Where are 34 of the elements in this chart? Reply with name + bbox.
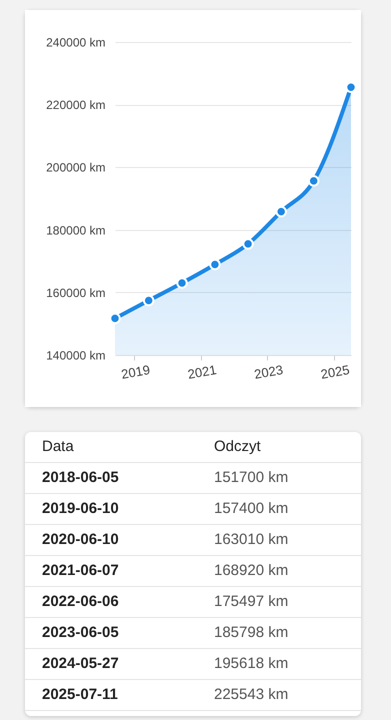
y-tick-label: 240000 km <box>46 36 106 50</box>
point <box>176 277 188 289</box>
point <box>209 258 221 270</box>
text: 168920 km <box>197 555 361 586</box>
x-tick-label: 2023 <box>252 362 284 382</box>
text: Data <box>25 432 197 462</box>
x-tick-label: 2019 <box>120 362 152 382</box>
text: 185798 km <box>197 617 361 648</box>
point <box>142 294 154 306</box>
y-tick-label: 180000 km <box>46 223 106 238</box>
text: 2023-06-05 <box>25 617 197 648</box>
text: 163010 km <box>197 524 361 555</box>
y-tick-label: 140000 km <box>46 348 106 362</box>
point <box>308 175 320 187</box>
text: 151700 km <box>197 462 361 493</box>
text: 157400 km <box>197 493 361 524</box>
y-tick-label: 200000 km <box>46 160 106 175</box>
text: 2020-06-10 <box>25 524 197 555</box>
text: 175497 km <box>197 586 361 617</box>
text: 225543 km <box>197 679 361 710</box>
y-tick-label: 220000 km <box>46 98 106 112</box>
y-tick-label: 160000 km <box>46 286 106 300</box>
text: 195618 km <box>197 648 361 679</box>
text: 2019-06-10 <box>25 493 197 524</box>
text: Odczyt <box>197 432 361 462</box>
text: 2018-06-05 <box>25 462 197 493</box>
text: 2021-06-07 <box>25 555 197 586</box>
text: 2025-07-11 <box>25 679 197 710</box>
x-tick-label: 2025 <box>320 362 351 382</box>
point <box>242 238 254 250</box>
text: 2024-05-27 <box>25 648 197 679</box>
x-tick-label: 2021 <box>186 362 218 382</box>
text: 2022-06-06 <box>25 586 197 617</box>
point <box>275 206 287 218</box>
